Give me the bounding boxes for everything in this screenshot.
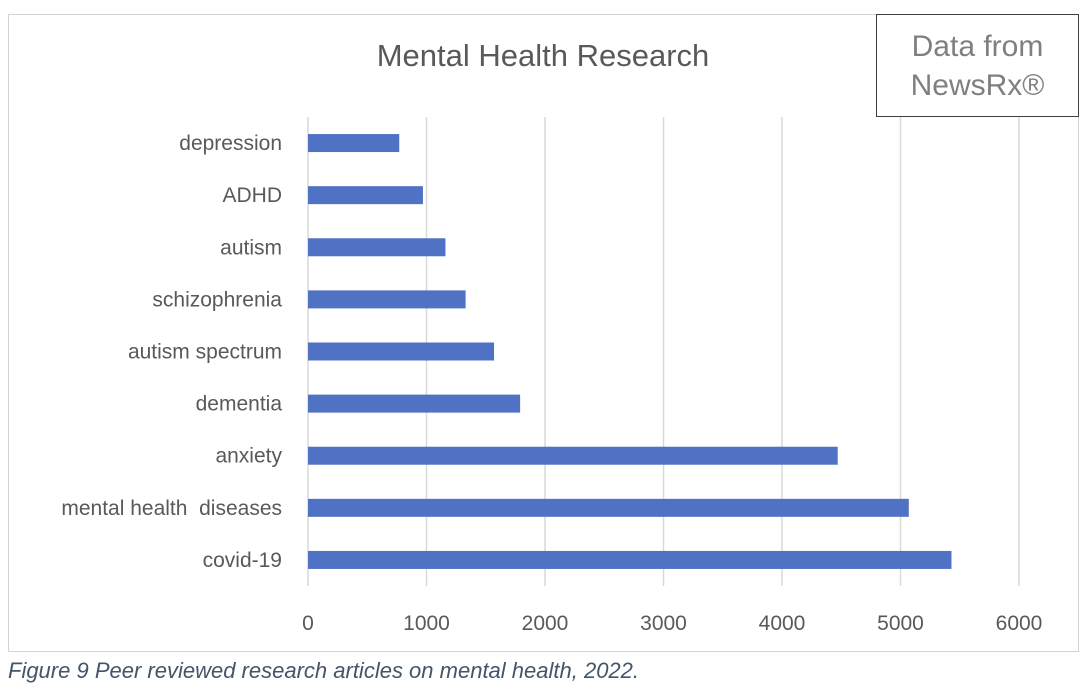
bar [308,394,521,413]
bar [308,290,466,309]
x-tick-label: 5000 [877,612,924,635]
category-label: ADHD [222,184,282,207]
x-tick-label: 4000 [759,612,806,635]
source-note-box: Data from NewsRx® [876,14,1079,117]
category-label: depression [179,132,282,155]
bar [308,186,423,205]
category-label: schizophrenia [152,288,282,311]
source-note-line-1: Data from [911,29,1044,63]
category-label: dementia [196,393,283,416]
x-tick-label: 0 [302,612,314,635]
category-label: covid-19 [203,549,282,572]
category-label: autism spectrum [128,341,282,364]
x-tick-label: 6000 [996,612,1043,635]
bar [308,342,495,361]
category-label: mental health diseases [61,497,282,520]
bar [308,498,909,517]
x-tick-label: 2000 [522,612,569,635]
x-tick-label: 1000 [403,612,450,635]
category-label: anxiety [215,445,282,468]
bar [308,238,446,257]
category-label: autism [220,236,282,259]
bar [308,550,952,569]
chart-title: Mental Health Research [376,38,710,73]
source-note-line-2: NewsRx® [910,68,1045,102]
bar [308,134,400,153]
figure-caption: Figure 9 Peer reviewed research articles… [8,658,640,683]
x-tick-label: 3000 [640,612,687,635]
bar [308,446,838,465]
